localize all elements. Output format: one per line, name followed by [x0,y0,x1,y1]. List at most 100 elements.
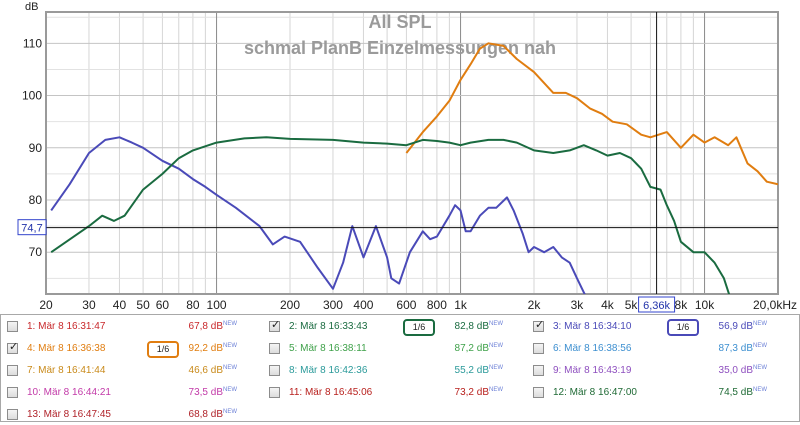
major-grid [46,12,778,294]
legend-checkbox[interactable] [7,321,18,332]
cursor-y-readout-box [17,219,47,236]
x-tick-label: 600 [396,298,416,312]
legend-checkbox[interactable] [269,343,280,354]
new-badge: NEW [223,365,237,371]
legend-entry: 1: Mär 8 16:31:47 67,8 dBNEW [7,319,265,337]
legend-entry: 7: Mär 8 16:41:44 46,6 dBNEW [7,363,265,381]
cursor-x-readout: 6,36k [643,300,670,312]
legend-entry-value: 87,3 dBNEW [718,343,767,354]
legend-checkbox[interactable] [533,365,544,376]
legend-checkbox[interactable] [7,409,18,420]
new-badge: NEW [489,387,503,393]
x-tick-label: 20,0kHz [753,298,797,312]
legend-entry-value: 68,8 dBNEW [188,409,237,420]
x-tick-label: 100 [207,298,227,312]
legend-checkbox[interactable]: ✓ [7,341,19,354]
legend-entry-value: 56,9 dBNEW [718,321,767,332]
legend-entry-value: 82,8 dBNEW [454,321,503,332]
legend-entry: 12: Mär 8 16:47:00 74,5 dBNEW [533,385,791,403]
legend-entry-name[interactable]: 4: Mär 8 16:36:38 [27,343,106,354]
legend-checkbox[interactable] [269,365,280,376]
legend-entry-name[interactable]: 7: Mär 8 16:41:44 [27,365,106,376]
plot-frame [45,11,779,295]
new-badge: NEW [753,343,767,349]
new-badge: NEW [223,387,237,393]
legend-entry-value: 92,2 dBNEW [188,343,237,354]
smoothing-badge[interactable]: 1/6 [147,341,179,358]
legend-entry-name[interactable]: 1: Mär 8 16:31:47 [27,321,106,332]
legend-entry-value: 55,2 dBNEW [454,365,503,376]
legend-entry-name[interactable]: 6: Mär 8 16:38:56 [553,343,632,354]
x-tick-label: 20 [39,298,53,312]
legend-entry-name[interactable]: 3: Mär 8 16:34:10 [553,321,632,332]
legend-checkbox[interactable] [7,387,18,398]
x-tick-label: 80 [186,298,200,312]
legend-checkbox[interactable] [533,387,544,398]
legend-entry-value: 35,0 dBNEW [718,365,767,376]
cursor-x-readout-box [638,296,676,313]
legend-entry: 11: Mär 8 16:45:06 73,2 dBNEW [269,385,527,403]
y-tick-label: 110 [23,36,42,50]
chart-subtitle: schmal PlanB Einzelmessungen nah [244,38,556,58]
x-tick-labels: 20 30 40 50 60 80 100 200 300 400 600 800 1k 2k 3k 4k 5k… [39,298,797,312]
legend-entry: 9: Mär 8 16:43:19 35,0 dBNEW [533,363,791,381]
legend-checkbox[interactable] [7,365,18,376]
legend-entry: 5: Mär 8 16:38:11 87,2 dBNEW [269,341,527,359]
spl-chart[interactable]: dB All SPL schmal PlanB Einzelmessungen … [0,0,800,316]
new-badge: NEW [489,343,503,349]
legend-checkbox[interactable] [269,387,280,398]
legend-entry-name[interactable]: 13: Mär 8 16:47:45 [27,409,111,420]
legend-entry: 8: Mär 8 16:42:36 55,2 dBNEW [269,363,527,381]
legend-checkbox[interactable]: ✓ [269,319,281,332]
new-badge: NEW [223,409,237,415]
legend-checkbox[interactable]: ✓ [533,319,545,332]
legend-entry-value: 46,6 dBNEW [188,365,237,376]
y-axis-label: dB [25,1,38,13]
measurement-legend: 1: Mär 8 16:31:47 67,8 dBNEW ✓ 2: Mär 8 16:… [0,314,800,422]
legend-entry-name[interactable]: 11: Mär 8 16:45:06 [289,387,373,398]
series-line [50,136,586,294]
chart-svg[interactable]: dB All SPL schmal PlanB Einzelmessungen … [0,0,800,316]
y-tick-label: 70 [29,245,43,259]
new-badge: NEW [489,365,503,371]
new-badge: NEW [753,365,767,371]
legend-entry: 10: Mär 8 16:44:21 73,5 dBNEW [7,385,265,403]
legend-entry-name[interactable]: 12: Mär 8 16:47:00 [553,387,637,398]
x-tick-label: 30 [82,298,96,312]
chart-title: All SPL [368,12,431,32]
checkmark-icon: ✓ [271,319,281,331]
legend-entry-value: 73,2 dBNEW [454,387,503,398]
y-tick-label: 90 [29,141,43,155]
checkmark-icon: ✓ [535,319,545,331]
y-tick-label: 80 [29,193,43,207]
smoothing-badge[interactable]: 1/6 [667,319,699,336]
x-tick-label: 3k [571,298,585,312]
y-tick-labels: 70 80 90 100 110 [22,36,42,259]
cursor-y-readout: 74,7 [21,223,42,235]
x-tick-label: 1k [454,298,468,312]
legend-entry-name[interactable]: 5: Mär 8 16:38:11 [289,343,367,354]
checkmark-icon: ✓ [9,341,19,353]
smoothing-badge[interactable]: 1/6 [403,319,435,336]
legend-checkbox[interactable] [533,343,544,354]
legend-entry: ✓ 4: Mär 8 16:36:38 1/6 92,2 dBNEW [7,341,265,359]
legend-entry-name[interactable]: 9: Mär 8 16:43:19 [553,365,632,376]
legend-entry-name[interactable]: 2: Mär 8 16:33:43 [289,321,368,332]
series-line [405,42,778,186]
x-tick-label: 2k [528,298,542,312]
y-tick-label: 100 [22,89,42,103]
series-line [50,136,731,294]
legend-entry-name[interactable]: 10: Mär 8 16:44:21 [27,387,111,398]
legend-entry-value: 74,5 dBNEW [718,387,767,398]
x-tick-label: 50 [136,298,150,312]
cursor-layer[interactable]: 74,7 6,36k [17,12,778,313]
legend-entry-value: 67,8 dBNEW [188,321,237,332]
legend-entry-value: 87,2 dBNEW [454,343,503,354]
x-tick-label: 40 [113,298,127,312]
x-tick-label: 4k [601,298,615,312]
legend-entry: 6: Mär 8 16:38:56 87,3 dBNEW [533,341,791,359]
x-tick-label: 300 [323,298,343,312]
legend-entry-name[interactable]: 8: Mär 8 16:42:36 [289,365,368,376]
x-tick-label: 10k [695,298,715,312]
legend-entry-value: 73,5 dBNEW [188,387,237,398]
